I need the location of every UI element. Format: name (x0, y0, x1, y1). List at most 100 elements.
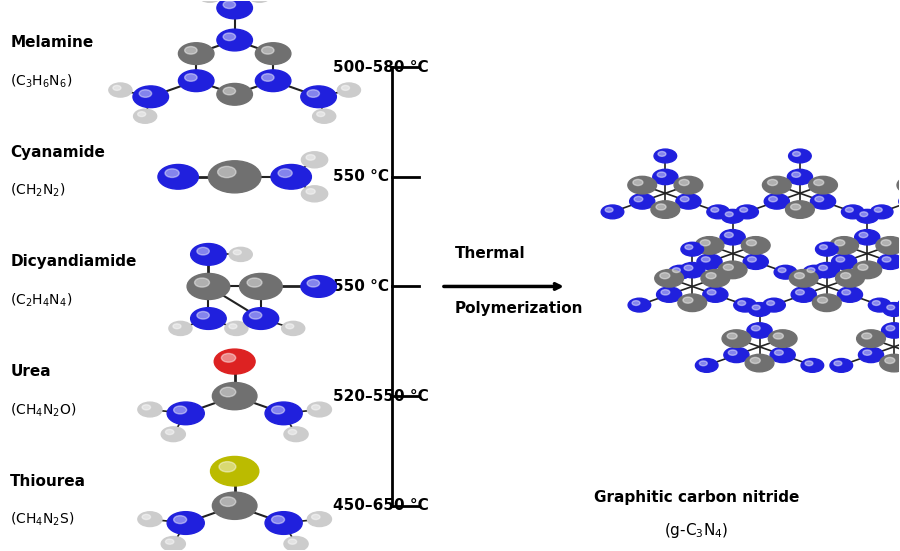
Circle shape (229, 324, 237, 329)
Circle shape (721, 209, 744, 223)
Circle shape (842, 290, 850, 295)
Circle shape (793, 152, 800, 156)
Circle shape (882, 257, 891, 262)
Circle shape (661, 290, 670, 295)
Circle shape (306, 188, 315, 195)
Circle shape (832, 254, 857, 269)
Circle shape (718, 261, 747, 279)
Circle shape (711, 207, 719, 212)
Circle shape (223, 1, 236, 8)
Text: (g-C$_3$N$_4$): (g-C$_3$N$_4$) (664, 521, 729, 540)
Circle shape (211, 456, 259, 486)
Circle shape (138, 402, 162, 417)
Circle shape (727, 333, 737, 339)
Circle shape (700, 240, 710, 246)
Circle shape (856, 209, 878, 223)
Circle shape (634, 197, 643, 202)
Circle shape (233, 250, 241, 255)
Circle shape (801, 359, 824, 372)
Circle shape (841, 273, 850, 279)
Circle shape (301, 276, 337, 298)
Circle shape (133, 86, 168, 107)
Circle shape (158, 165, 198, 189)
Circle shape (167, 512, 204, 534)
Circle shape (809, 176, 837, 194)
Circle shape (214, 349, 255, 374)
Circle shape (707, 290, 716, 295)
Circle shape (191, 307, 226, 329)
Circle shape (658, 152, 666, 156)
Circle shape (249, 311, 262, 319)
Circle shape (243, 307, 279, 329)
Circle shape (169, 321, 192, 336)
Circle shape (795, 273, 805, 279)
Circle shape (857, 330, 886, 347)
Circle shape (788, 149, 811, 163)
Circle shape (724, 264, 733, 271)
Text: 520–550 °C: 520–550 °C (333, 388, 429, 404)
Circle shape (842, 205, 864, 219)
Circle shape (248, 0, 271, 2)
Circle shape (722, 330, 751, 347)
Circle shape (696, 359, 718, 372)
Circle shape (265, 512, 302, 534)
Circle shape (174, 406, 186, 414)
Circle shape (762, 176, 791, 194)
Circle shape (239, 273, 283, 300)
Circle shape (161, 537, 185, 551)
Circle shape (836, 257, 845, 262)
Circle shape (272, 516, 284, 523)
Circle shape (220, 387, 236, 397)
Circle shape (651, 201, 680, 218)
Circle shape (302, 152, 328, 168)
Circle shape (830, 359, 852, 372)
Text: 550 °C: 550 °C (333, 169, 390, 185)
Circle shape (860, 212, 868, 217)
Text: 500–580 °C: 500–580 °C (333, 60, 429, 75)
Circle shape (792, 172, 800, 177)
Circle shape (341, 85, 349, 90)
Circle shape (166, 539, 174, 544)
Circle shape (674, 176, 703, 194)
Circle shape (868, 298, 891, 312)
Circle shape (605, 207, 613, 212)
Circle shape (161, 427, 185, 441)
Circle shape (633, 180, 643, 186)
Text: (C$_2$H$_4$N$_4$): (C$_2$H$_4$N$_4$) (11, 291, 73, 309)
Circle shape (882, 323, 900, 338)
Circle shape (685, 245, 693, 250)
Circle shape (880, 354, 900, 372)
Circle shape (695, 236, 724, 254)
Circle shape (820, 245, 827, 250)
Circle shape (774, 265, 796, 279)
Circle shape (815, 242, 838, 256)
Text: (CH$_4$N$_2$O): (CH$_4$N$_2$O) (11, 401, 76, 419)
Circle shape (863, 350, 871, 355)
Circle shape (311, 515, 320, 520)
Circle shape (221, 353, 236, 362)
Circle shape (876, 236, 900, 254)
Text: 450–650 °C: 450–650 °C (333, 498, 429, 513)
Circle shape (853, 261, 882, 279)
Circle shape (872, 301, 880, 305)
Circle shape (680, 180, 689, 186)
Circle shape (701, 257, 710, 262)
Circle shape (767, 301, 775, 305)
Circle shape (306, 155, 315, 160)
Circle shape (311, 405, 320, 410)
Circle shape (699, 361, 707, 366)
Circle shape (112, 85, 121, 90)
Circle shape (197, 247, 210, 255)
Circle shape (282, 321, 305, 336)
Circle shape (885, 358, 895, 364)
Circle shape (272, 406, 284, 414)
Circle shape (814, 197, 824, 202)
Circle shape (728, 350, 737, 355)
Circle shape (878, 254, 900, 269)
Circle shape (212, 492, 257, 520)
Circle shape (748, 257, 756, 262)
Circle shape (657, 172, 666, 177)
Circle shape (740, 207, 748, 212)
Circle shape (302, 186, 328, 202)
Circle shape (751, 358, 760, 364)
